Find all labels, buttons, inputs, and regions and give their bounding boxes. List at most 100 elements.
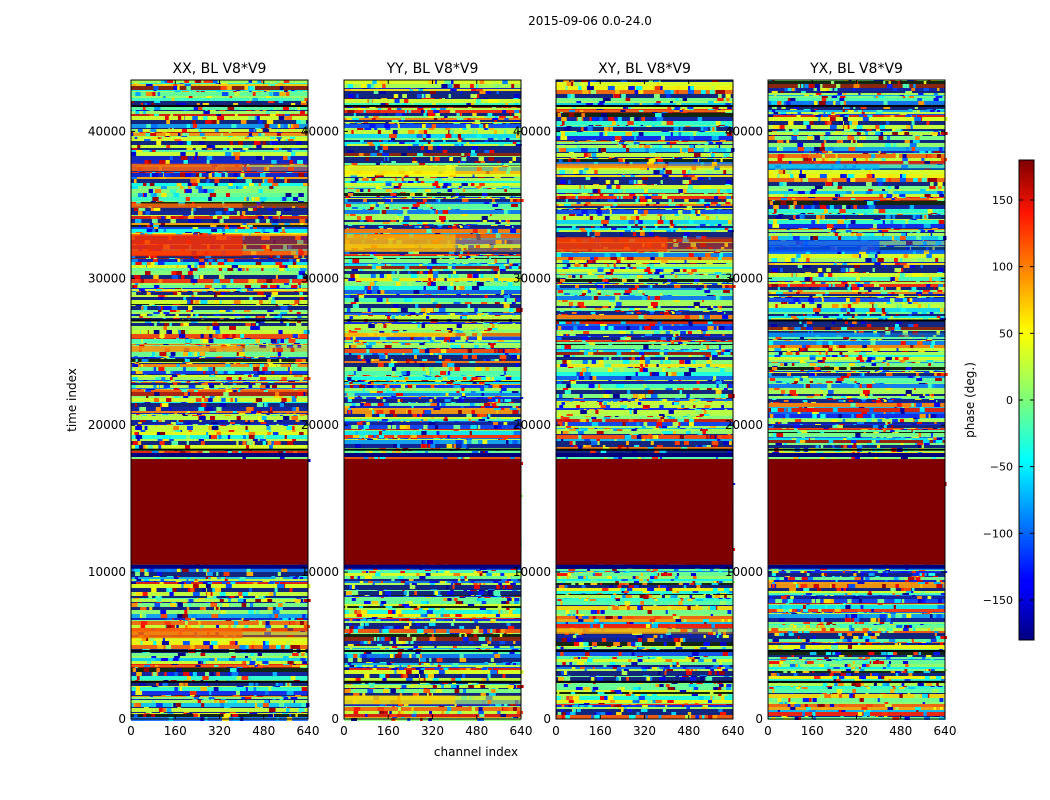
heatmap-speckle [240, 215, 244, 216]
heatmap-speckle [278, 682, 284, 686]
heatmap-speckle [421, 324, 426, 328]
heatmap-speckle [182, 110, 190, 111]
heatmap-speckle [290, 124, 294, 128]
heatmap-speckle [224, 579, 228, 581]
heatmap-speckle [362, 397, 367, 399]
heatmap-speckle [167, 382, 172, 383]
heatmap-speckle [248, 385, 253, 388]
heatmap-speckle [248, 289, 254, 291]
heatmap-row [131, 128, 308, 129]
heatmap-speckle [415, 178, 419, 181]
heatmap-speckle [297, 288, 302, 289]
heatmap-speckle [267, 179, 274, 183]
heatmap-speckle [284, 90, 289, 91]
heatmap-speckle [286, 708, 290, 712]
heatmap-row [131, 564, 308, 569]
heatmap-speckle [176, 568, 181, 572]
heatmap-speckle [453, 286, 456, 290]
heatmap-speckle [477, 177, 485, 178]
heatmap-speckle [449, 130, 454, 134]
heatmap-speckle [287, 635, 294, 637]
heatmap-row [131, 422, 308, 424]
heatmap-speckle [422, 429, 429, 430]
heatmap-speckle [173, 338, 180, 339]
heatmap-speckle [303, 599, 311, 602]
heatmap-speckle [152, 137, 159, 139]
heatmap-speckle [493, 130, 498, 134]
heatmap-speckle [453, 84, 460, 88]
heatmap-speckle [408, 146, 412, 150]
heatmap-speckle [442, 150, 448, 153]
heatmap-speckle [440, 371, 446, 375]
heatmap-speckle [471, 140, 475, 142]
heatmap-speckle [447, 226, 451, 228]
heatmap-speckle [289, 371, 293, 374]
heatmap-speckle [166, 136, 169, 137]
heatmap-row [344, 377, 521, 380]
heatmap-speckle [157, 92, 161, 96]
heatmap-speckle [171, 441, 179, 445]
heatmap-speckle [471, 355, 477, 359]
heatmap-speckle [453, 165, 458, 166]
heatmap-row [344, 328, 521, 330]
heatmap-speckle [209, 691, 212, 695]
heatmap-speckle [475, 376, 480, 377]
heatmap-speckle [362, 375, 367, 376]
heatmap-speckle [259, 439, 266, 441]
heatmap-speckle [454, 381, 461, 382]
heatmap-speckle [233, 152, 241, 156]
heatmap-speckle [293, 343, 300, 344]
heatmap-speckle [478, 419, 485, 421]
heatmap-speckle [479, 91, 486, 94]
heatmap-speckle [248, 208, 253, 211]
heatmap-speckle [286, 426, 293, 430]
heatmap-speckle [464, 302, 472, 304]
heatmap-speckle [160, 338, 164, 339]
heatmap-speckle [132, 364, 139, 367]
heatmap-speckle [506, 240, 513, 244]
heatmap-speckle [284, 114, 290, 116]
heatmap-speckle [201, 403, 207, 407]
heatmap-speckle [400, 315, 406, 316]
heatmap-speckle [143, 318, 151, 319]
heatmap-speckle [162, 439, 169, 441]
heatmap-speckle [240, 120, 247, 124]
heatmap-speckle [142, 614, 147, 618]
heatmap-speckle [250, 304, 254, 305]
heatmap-speckle [264, 403, 267, 407]
heatmap-speckle [221, 338, 229, 339]
heatmap-speckle [197, 714, 200, 717]
heatmap-speckle [489, 406, 495, 408]
heatmap-speckle [451, 226, 458, 228]
heatmap-speckle [409, 89, 413, 91]
heatmap-row [344, 313, 521, 315]
heatmap-speckle [286, 171, 293, 172]
heatmap-speckle [194, 352, 197, 356]
heatmap-speckle [220, 383, 223, 385]
heatmap-speckle [419, 421, 422, 422]
heatmap-speckle [508, 254, 515, 255]
heatmap-speckle [202, 588, 207, 592]
heatmap-speckle [222, 172, 227, 173]
heatmap-speckle [143, 111, 146, 114]
heatmap-speckle [298, 271, 306, 275]
heatmap-speckle [283, 656, 289, 658]
heatmap-speckle [283, 156, 288, 160]
heatmap-speckle [283, 107, 289, 110]
heatmap-speckle [179, 682, 184, 686]
heatmap-speckle [362, 388, 366, 391]
heatmap-speckle [151, 382, 155, 383]
heatmap-speckle [481, 98, 489, 99]
heatmap-speckle [137, 389, 141, 390]
heatmap-speckle [214, 172, 218, 173]
heatmap-speckle [496, 91, 499, 94]
heatmap-speckle [453, 380, 456, 381]
heatmap-speckle [505, 123, 510, 124]
heatmap-speckle [488, 451, 491, 454]
heatmap-speckle [399, 220, 403, 222]
heatmap-speckle [221, 699, 226, 700]
heatmap-speckle [386, 298, 389, 302]
heatmap-speckle [391, 308, 398, 312]
heatmap-speckle [421, 308, 427, 312]
heatmap-speckle [137, 129, 143, 132]
